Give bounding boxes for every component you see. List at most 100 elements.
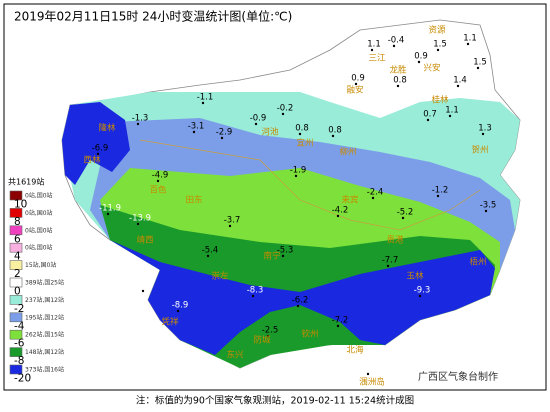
station-dot	[336, 214, 340, 218]
station-value: -9.9	[137, 281, 154, 291]
station-dot	[201, 101, 205, 105]
city-name: 资源	[428, 25, 446, 36]
station-dot	[294, 174, 298, 178]
station-value: -8.3	[247, 286, 264, 296]
legend-swatch	[9, 329, 23, 340]
station-dot	[426, 118, 430, 122]
station-dot	[266, 334, 270, 338]
station-dot	[251, 294, 255, 298]
station-value: 0.8	[328, 126, 342, 136]
city-name: 田东	[185, 195, 202, 206]
city-name: 梧州	[469, 257, 486, 268]
legend-count: 0站,国0站	[25, 226, 53, 234]
legend-threshold: -4	[14, 320, 25, 332]
legend-threshold: -2	[14, 303, 24, 315]
city-name: 百色	[149, 185, 167, 196]
city-name: 南宁	[263, 251, 280, 262]
station-value: -8.9	[172, 301, 189, 311]
station-value: 1.5	[433, 40, 447, 50]
station-value: -13.9	[129, 214, 151, 224]
city-name: 西林	[83, 155, 101, 166]
station-value: -6.2	[292, 296, 309, 306]
station-dot	[141, 289, 145, 293]
station-value: -1.1	[197, 93, 214, 103]
city-name: 涠洲岛	[359, 377, 385, 388]
station-dot	[156, 179, 160, 183]
legend-count: 15站,国0站	[25, 261, 56, 269]
city-name: 隆林	[98, 123, 116, 134]
city-name: 来宾	[341, 195, 358, 206]
station-value: -4.9	[152, 171, 169, 181]
legend-swatch	[9, 277, 23, 288]
station-dot	[136, 222, 140, 226]
legend-count: 0站,国0站	[25, 209, 53, 217]
station-dot	[456, 84, 460, 88]
city-name: 融安	[346, 85, 363, 96]
station-value: -9.3	[414, 286, 431, 296]
station-dot	[481, 132, 485, 136]
station-dot	[281, 112, 285, 116]
legend-threshold: -8	[14, 355, 24, 367]
legend-swatch	[9, 364, 23, 375]
station-dot	[366, 372, 370, 376]
station-dot	[254, 122, 258, 126]
boundary	[139, 139, 481, 231]
legend-total: 共1619站	[8, 177, 44, 187]
legend-threshold: 4	[14, 251, 21, 263]
legend-threshold: -6	[14, 338, 25, 350]
city-name: 龙胜	[389, 65, 407, 76]
legend-count: 237站,国12站	[25, 296, 64, 304]
station-value: 0.9	[414, 52, 428, 62]
legend-swatch	[9, 312, 23, 323]
legend-count: 148站,国12站	[25, 348, 64, 356]
station-dot	[392, 44, 396, 48]
legend-threshold: 8	[14, 216, 21, 228]
legend-threshold: -20	[14, 373, 31, 385]
station-value: -2.4	[367, 188, 384, 198]
station-value: 0.8	[295, 124, 309, 134]
station-value: 0.8	[393, 76, 407, 86]
station-dot	[220, 136, 224, 140]
station-value: -1.2	[432, 186, 449, 196]
station-dot	[401, 216, 405, 220]
legend-swatch	[9, 208, 23, 218]
legend-count: 389站,国25站	[25, 279, 64, 287]
station-value: -11.9	[99, 204, 121, 214]
station-value: -3.1	[188, 122, 205, 132]
station-dot	[396, 84, 400, 88]
legend-count: 0站,国0站	[25, 244, 53, 252]
station-dot	[476, 66, 480, 70]
station-dot	[336, 324, 340, 328]
legend-count: 195站,国12站	[25, 313, 64, 321]
city-name: 贺州	[471, 145, 488, 156]
legend-swatch	[9, 190, 23, 201]
city-name: 靖西	[136, 235, 153, 246]
city-name: 三江	[368, 54, 386, 64]
region-below-m8-west	[62, 102, 130, 185]
legend-swatch	[9, 295, 23, 305]
station-value: 1.3	[478, 124, 492, 134]
temperature-regions	[61, 19, 521, 369]
legend-swatch	[9, 225, 23, 236]
station-value: 1.1	[463, 34, 477, 44]
station-value: 0.7	[423, 110, 437, 120]
city-name: 崇左	[211, 271, 229, 282]
legend-swatch	[9, 242, 23, 253]
city-name: 宜州	[296, 138, 313, 149]
station-value: -1.9	[290, 166, 307, 176]
station-dot	[176, 309, 180, 313]
station-value: -7.7	[382, 256, 399, 266]
station-value: -4.2	[332, 206, 349, 216]
legend-threshold: 2	[14, 268, 21, 280]
station-dot	[436, 194, 440, 198]
city-name: 东兴	[226, 350, 244, 361]
legend-count: 262站,国15站	[25, 331, 64, 339]
station-value: -2.5	[262, 326, 279, 336]
credit: 广西区气象台制作	[418, 370, 498, 383]
station-dot	[296, 304, 300, 308]
station-dot	[484, 209, 488, 213]
note: 注：标值的为90个国家气象观测站，2019-02-11 15:24统计成图	[136, 395, 414, 407]
station-dot	[466, 42, 470, 46]
